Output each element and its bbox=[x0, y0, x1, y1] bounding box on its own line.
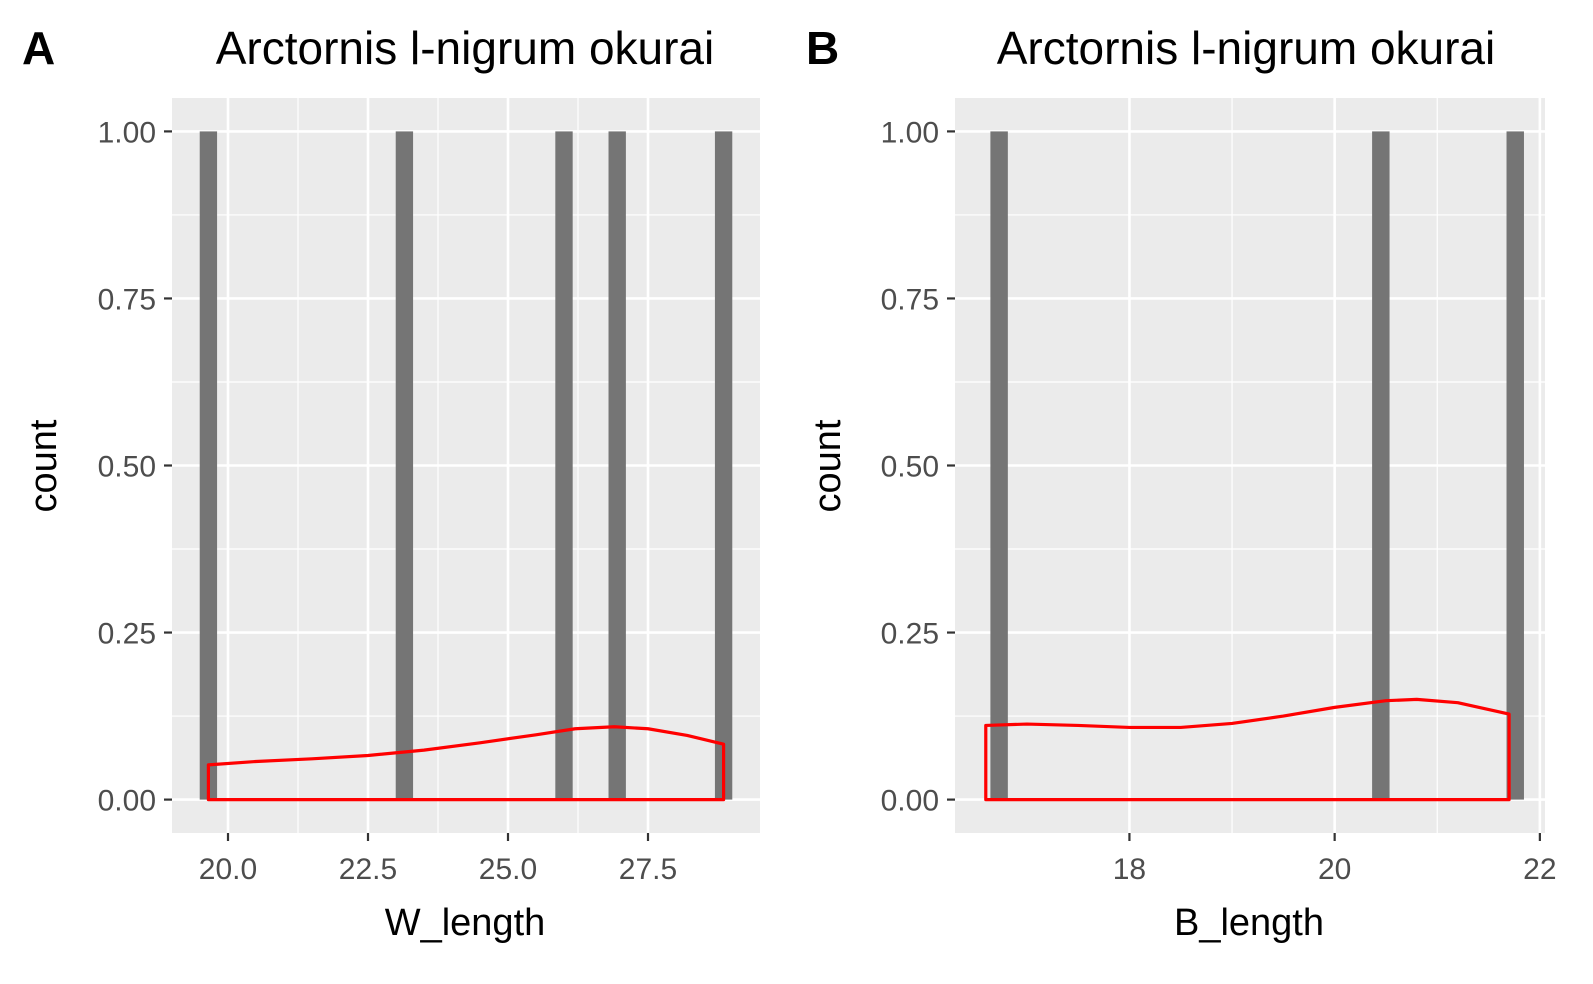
density-line bbox=[984, 697, 1511, 802]
x-axis-b: 18 20 22 bbox=[1113, 833, 1557, 886]
x-tick-label: 20.0 bbox=[199, 853, 257, 886]
gridlines-a bbox=[172, 98, 760, 833]
y-axis-a: 0.00 0.25 0.50 0.75 1.00 bbox=[98, 116, 172, 818]
y-tick-label: 1.00 bbox=[98, 116, 156, 149]
x-axis-label-b: B_length bbox=[1174, 902, 1324, 944]
y-tick-label: 0.00 bbox=[881, 785, 939, 818]
histogram-bar bbox=[199, 131, 218, 800]
panel-b: B Arctornis l-nigrum okurai 18 20 22 0.000… bbox=[806, 22, 1557, 944]
panel-tag-a: A bbox=[22, 22, 55, 74]
histogram-bar bbox=[714, 131, 733, 800]
y-axis-label-b: count bbox=[807, 419, 849, 512]
histogram-bar bbox=[608, 131, 626, 800]
histogram-bar bbox=[1372, 131, 1390, 800]
y-tick-label: 0.00 bbox=[98, 785, 156, 818]
x-tick-label: 20 bbox=[1318, 853, 1351, 886]
x-tick-label: 18 bbox=[1113, 853, 1146, 886]
density-curve-a bbox=[206, 725, 726, 802]
y-tick-label: 0.50 bbox=[881, 451, 939, 484]
histogram-bar bbox=[990, 131, 1008, 800]
y-axis-label-a: count bbox=[23, 419, 65, 512]
panel-a: A Arctornis l-nigrum okurai 20.0 22.5 25.0… bbox=[22, 22, 760, 944]
x-axis-a: 20.0 22.5 25.0 27.5 bbox=[199, 833, 677, 886]
y-tick-label: 0.75 bbox=[881, 283, 939, 316]
density-curve-b bbox=[984, 697, 1511, 802]
histogram-bar bbox=[395, 131, 414, 800]
y-tick-label: 0.50 bbox=[98, 451, 156, 484]
x-tick-label: 22.5 bbox=[339, 853, 397, 886]
y-tick-label: 0.25 bbox=[881, 618, 939, 651]
y-tick-label: 1.00 bbox=[881, 116, 939, 149]
histogram-bar bbox=[555, 131, 573, 800]
chart-title-a: Arctornis l-nigrum okurai bbox=[216, 22, 714, 74]
panel-tag-b: B bbox=[806, 22, 839, 74]
bars-b bbox=[990, 131, 1524, 800]
histogram-bar bbox=[1506, 131, 1524, 800]
x-tick-label: 25.0 bbox=[479, 853, 537, 886]
density-line bbox=[206, 725, 726, 802]
x-tick-label: 22 bbox=[1523, 853, 1556, 886]
chart-title-b: Arctornis l-nigrum okurai bbox=[997, 22, 1495, 74]
x-axis-label-a: W_length bbox=[385, 902, 546, 944]
y-tick-label: 0.25 bbox=[98, 618, 156, 651]
y-axis-b: 0.00 0.25 0.50 0.75 1.00 bbox=[881, 116, 955, 818]
y-tick-label: 0.75 bbox=[98, 283, 156, 316]
bars-a bbox=[199, 131, 733, 800]
x-tick-label: 27.5 bbox=[619, 853, 677, 886]
